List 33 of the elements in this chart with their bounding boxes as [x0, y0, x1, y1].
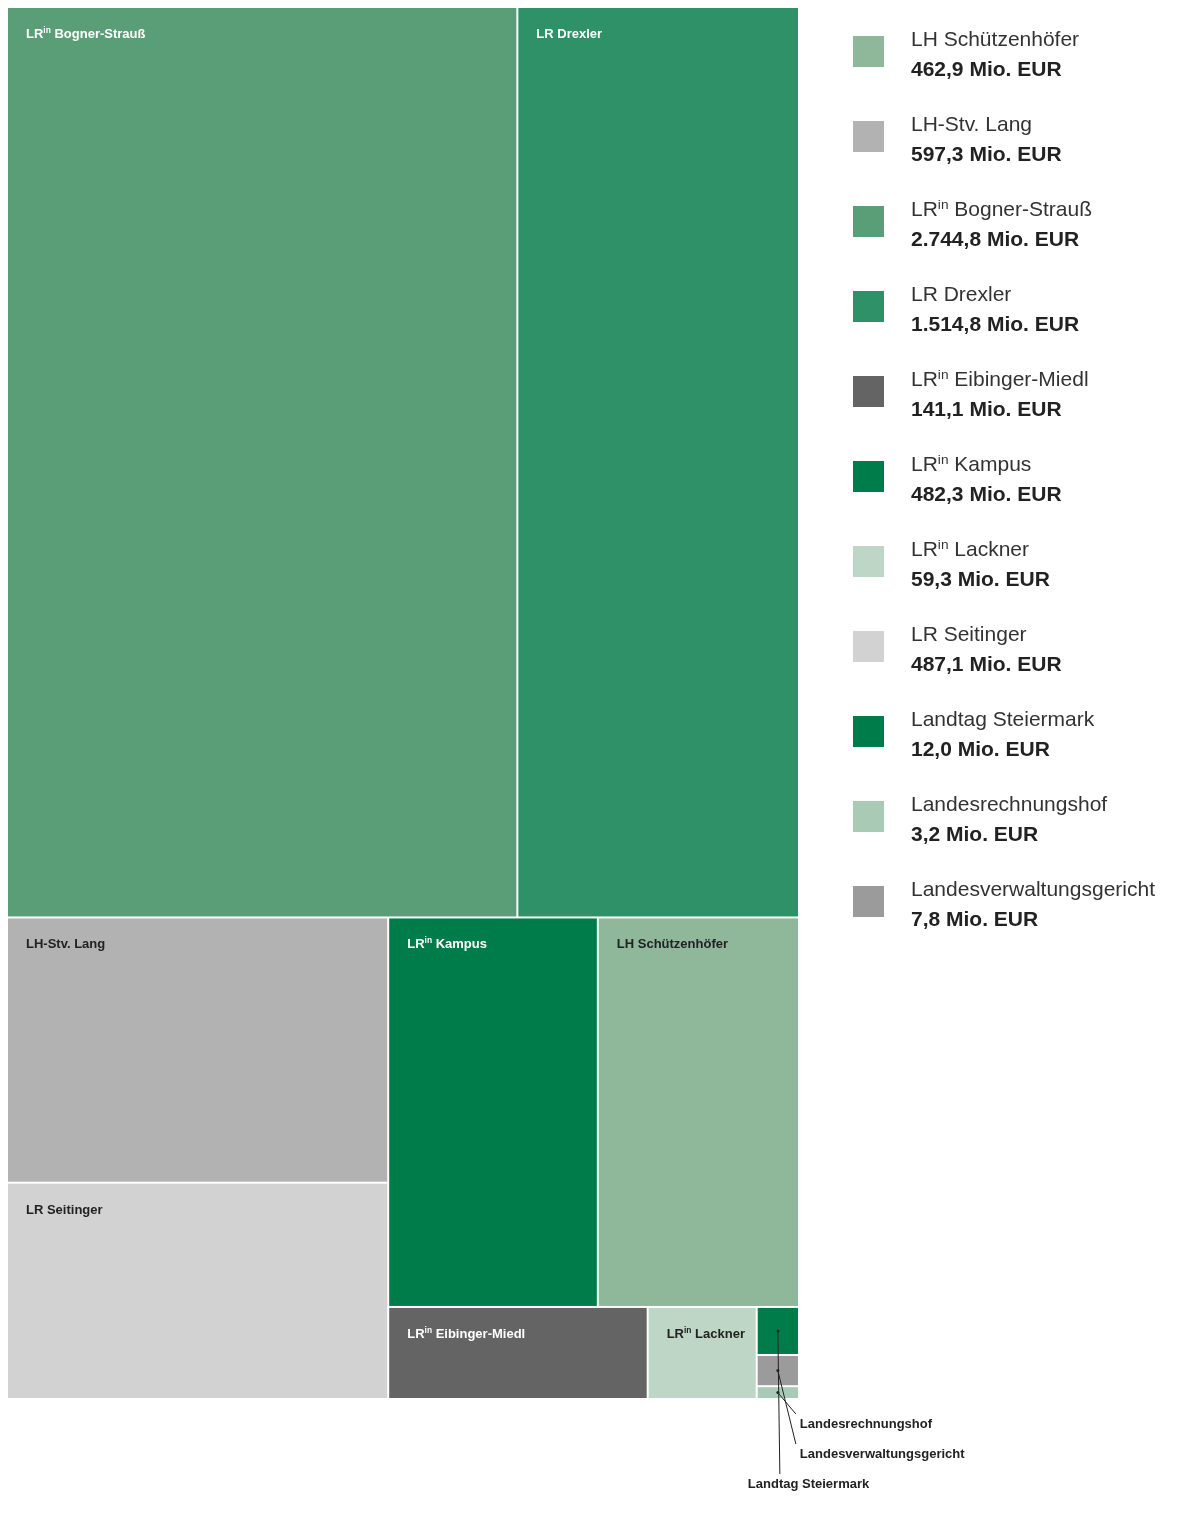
- category-label: LR$^{in}$ Lackner: [666, 1324, 745, 1341]
- category-label: LR Drexler: [911, 282, 1012, 305]
- category-label: Landesrechnungshof: [799, 1416, 933, 1431]
- category-label: LR$^{in}$ Eibinger-Miedl: [911, 366, 1089, 390]
- data-label: 597,3 Mio. EUR: [911, 142, 1062, 165]
- category-label: Landesrechnungshof: [911, 792, 1108, 815]
- category-label: LH-Stv. Lang: [26, 936, 106, 952]
- data-label: 7,8 Mio. EUR: [911, 907, 1039, 930]
- data-label: 141,1 Mio. EUR: [911, 397, 1062, 420]
- category-label: LR$^{in}$ Bogner-Strauß: [26, 25, 146, 41]
- category-label: LR Drexler: [536, 26, 603, 41]
- data-label: 482,3 Mio. EUR: [911, 482, 1062, 505]
- category-label: LH-Stv. Lang: [911, 112, 1033, 135]
- category-label: Landtag Steiermark: [747, 1476, 870, 1491]
- category-label: LR$^{in}$ Bogner-Strauß: [911, 196, 1093, 220]
- category-label: LR$^{in}$ Kampus: [911, 451, 1032, 475]
- category-label: Landesverwaltungsgericht: [911, 877, 1156, 900]
- category-label: LH Schützenhöfer: [616, 936, 729, 952]
- category-label: LR$^{in}$ Eibinger-Miedl: [407, 1324, 526, 1341]
- data-label: 3,2 Mio. EUR: [911, 822, 1039, 845]
- category-label: LR$^{in}$ Kampus: [407, 935, 487, 952]
- data-label: 59,3 Mio. EUR: [911, 567, 1050, 590]
- data-label: 2.744,8 Mio. EUR: [911, 227, 1080, 250]
- category-label: Landtag Steiermark: [911, 707, 1095, 730]
- category-label: LR Seitinger: [26, 1201, 103, 1217]
- data-label: 1.514,8 Mio. EUR: [911, 312, 1080, 335]
- category-label: Landesverwaltungsgericht: [799, 1446, 965, 1461]
- category-label: LH Schützenhöfer: [911, 27, 1080, 50]
- data-label: 12,0 Mio. EUR: [911, 737, 1050, 760]
- data-label: 487,1 Mio. EUR: [911, 652, 1062, 675]
- category-label: LR$^{in}$ Lackner: [911, 536, 1030, 560]
- data-label: 462,9 Mio. EUR: [911, 57, 1062, 80]
- category-label: LR Seitinger: [911, 622, 1027, 645]
